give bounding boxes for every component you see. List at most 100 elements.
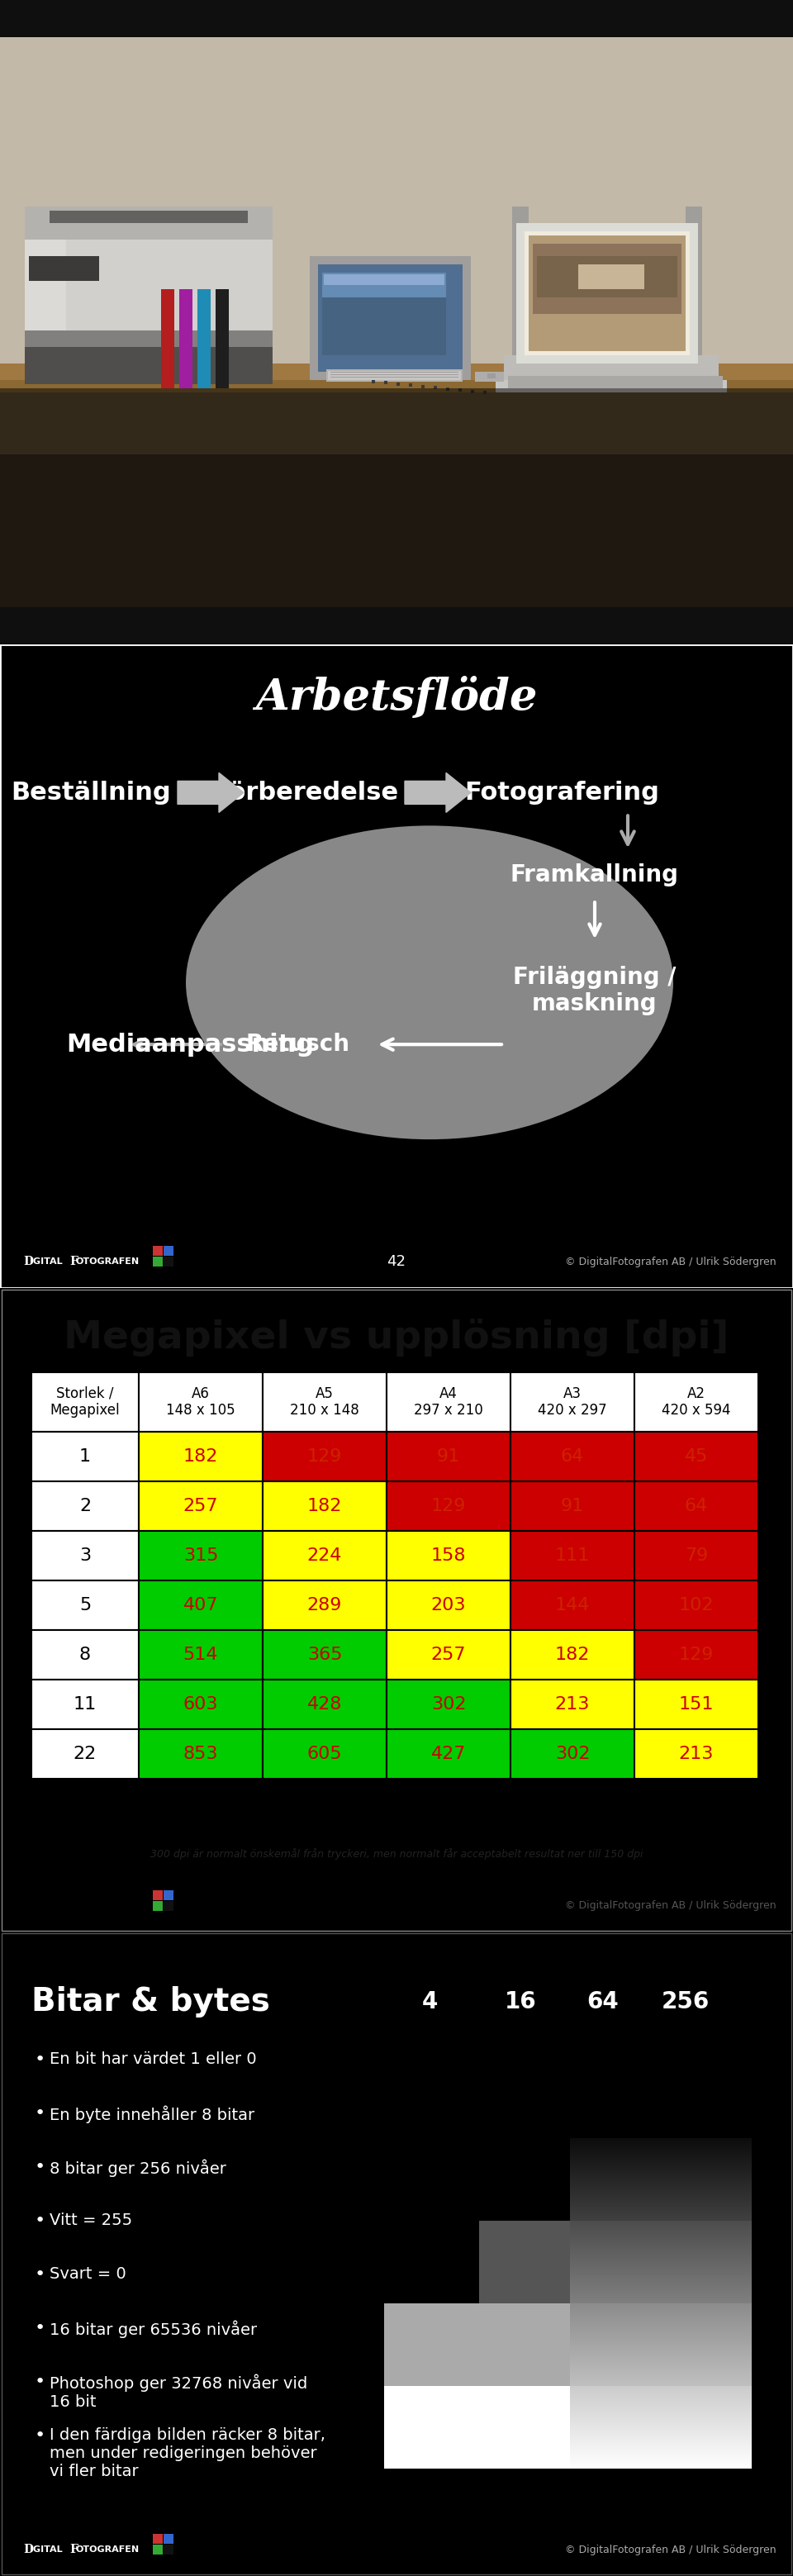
FancyArrow shape — [404, 773, 471, 811]
Bar — [634, 1530, 758, 1579]
Bar — [262, 1481, 387, 1530]
Bar — [262, 1373, 387, 1432]
Text: 4: 4 — [422, 1991, 438, 2014]
Bar — [511, 1432, 634, 1481]
Text: 256: 256 — [661, 1991, 710, 2014]
Bar — [163, 1891, 174, 1899]
Bar — [163, 1247, 174, 1257]
Bar — [387, 1680, 511, 1728]
Bar — [32, 1728, 139, 1777]
Text: 315: 315 — [183, 1548, 218, 1564]
Text: •: • — [35, 2105, 46, 2123]
Bar — [262, 1432, 387, 1481]
Text: OTOGRAFEN: OTOGRAFEN — [76, 2545, 140, 2553]
Text: A5
210 x 148: A5 210 x 148 — [290, 1386, 359, 1417]
Bar — [387, 1530, 511, 1579]
Text: 43: 43 — [387, 1899, 406, 1914]
Bar — [262, 1579, 387, 1631]
Text: IGITAL: IGITAL — [30, 2545, 63, 2553]
Bar — [139, 1631, 262, 1680]
Bar — [511, 1530, 634, 1579]
Text: Photoshop ger 32768 nivåer vid
16 bit: Photoshop ger 32768 nivåer vid 16 bit — [49, 2372, 308, 2409]
Text: 8: 8 — [79, 1646, 91, 1664]
Text: 428: 428 — [307, 1695, 342, 1713]
Text: F: F — [70, 1255, 78, 1267]
Bar — [634, 1432, 758, 1481]
Text: OTOGRAFEN: OTOGRAFEN — [76, 1901, 140, 1909]
Text: © DigitalFotografen AB / Ulrik Södergren: © DigitalFotografen AB / Ulrik Södergren — [565, 1257, 776, 1267]
Text: 16: 16 — [504, 1991, 536, 2014]
Text: Vitt = 255: Vitt = 255 — [49, 2213, 132, 2228]
Text: D: D — [23, 1899, 33, 1911]
Bar — [511, 1481, 634, 1530]
Text: © DigitalFotografen AB / Ulrik Södergren: © DigitalFotografen AB / Ulrik Södergren — [565, 2545, 776, 2555]
Bar — [511, 1579, 634, 1631]
Text: 158: 158 — [431, 1548, 466, 1564]
Text: 257: 257 — [183, 1497, 218, 1515]
Text: © DigitalFotografen AB / Ulrik Södergren: © DigitalFotografen AB / Ulrik Södergren — [565, 1901, 776, 1911]
Text: 129: 129 — [679, 1646, 714, 1664]
Bar — [634, 1728, 758, 1777]
Bar — [479, 2385, 570, 2468]
Bar — [479, 2221, 570, 2303]
Bar — [479, 2138, 570, 2221]
Text: Mediaanpassning: Mediaanpassning — [66, 1033, 314, 1056]
Text: D: D — [23, 1255, 33, 1267]
Text: 64: 64 — [587, 1991, 619, 2014]
Text: 427: 427 — [431, 1747, 466, 1762]
Bar — [139, 1432, 262, 1481]
Text: 64: 64 — [684, 1497, 708, 1515]
Bar — [384, 2303, 479, 2385]
Text: 407: 407 — [183, 1597, 218, 1613]
Text: Megapixel vs upplösning [dpi]: Megapixel vs upplösning [dpi] — [64, 1319, 729, 1358]
Bar — [384, 2221, 479, 2303]
Bar — [387, 1481, 511, 1530]
Bar — [163, 1257, 174, 1267]
Bar — [262, 1530, 387, 1579]
Bar — [511, 1373, 634, 1432]
Bar — [262, 1680, 387, 1728]
Text: Svart = 0: Svart = 0 — [49, 2267, 126, 2282]
Text: •: • — [35, 2213, 46, 2228]
Bar — [634, 1631, 758, 1680]
Text: 2: 2 — [79, 1497, 91, 1515]
Text: 144: 144 — [555, 1597, 590, 1613]
Text: 514: 514 — [183, 1646, 218, 1664]
Text: 182: 182 — [307, 1497, 342, 1515]
Bar — [387, 1373, 511, 1432]
Text: 203: 203 — [431, 1597, 466, 1613]
Text: 102: 102 — [679, 1597, 714, 1613]
Text: 45: 45 — [684, 1448, 708, 1466]
Text: 224: 224 — [307, 1548, 342, 1564]
Text: 129: 129 — [307, 1448, 342, 1466]
Bar — [32, 1530, 139, 1579]
Text: IGITAL: IGITAL — [30, 1257, 63, 1265]
Text: 289: 289 — [307, 1597, 342, 1613]
Bar — [634, 1579, 758, 1631]
Bar — [634, 1680, 758, 1728]
Text: 111: 111 — [555, 1548, 590, 1564]
Text: 365: 365 — [307, 1646, 343, 1664]
Bar — [139, 1728, 262, 1777]
Bar — [634, 1373, 758, 1432]
Text: •: • — [35, 2321, 46, 2336]
Text: Storlek /
Megapixel: Storlek / Megapixel — [50, 1386, 120, 1417]
Bar — [153, 2535, 163, 2545]
Text: 3: 3 — [79, 1548, 91, 1564]
Text: 300 dpi är normalt önskemål från tryckeri, men normalt får acceptabelt resultat : 300 dpi är normalt önskemål från trycker… — [150, 1847, 643, 1860]
Bar — [163, 2545, 174, 2555]
Text: •: • — [35, 2372, 46, 2391]
Text: Arbetsflöde: Arbetsflöde — [255, 677, 538, 719]
Bar — [384, 2385, 479, 2468]
Text: A6
148 x 105: A6 148 x 105 — [167, 1386, 236, 1417]
Bar — [32, 1481, 139, 1530]
Text: 257: 257 — [431, 1646, 466, 1664]
Text: 605: 605 — [307, 1747, 343, 1762]
Text: A2
420 x 594: A2 420 x 594 — [662, 1386, 731, 1417]
Text: IGITAL: IGITAL — [30, 1901, 63, 1909]
Bar — [32, 1680, 139, 1728]
Text: 11: 11 — [74, 1695, 97, 1713]
Text: •: • — [35, 2050, 46, 2069]
Text: 8 bitar ger 256 nivåer: 8 bitar ger 256 nivåer — [49, 2159, 226, 2177]
Text: 302: 302 — [431, 1695, 466, 1713]
